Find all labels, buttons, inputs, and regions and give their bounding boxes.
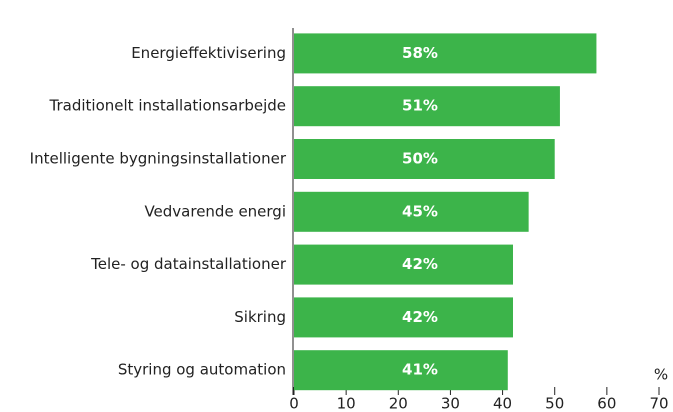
y-tick-label: Intelligente bygningsinstallationer xyxy=(30,150,287,168)
y-tick-label: Tele- og datainstallationer xyxy=(90,255,287,273)
value-label: 41% xyxy=(402,361,438,379)
bar xyxy=(294,86,560,127)
value-label: 42% xyxy=(402,308,438,326)
x-tick-label: 30 xyxy=(441,395,460,412)
bar xyxy=(294,350,508,391)
x-tick-label: 70 xyxy=(649,395,668,412)
value-label: 42% xyxy=(402,255,438,273)
x-tick-label: 60 xyxy=(597,395,616,412)
y-tick-label: Traditionelt installationsarbejde xyxy=(49,97,286,115)
bar xyxy=(294,33,597,74)
x-tick-label: 40 xyxy=(493,395,512,412)
bar xyxy=(294,244,513,285)
value-label: 50% xyxy=(402,150,438,168)
y-tick-label: Styring og automation xyxy=(118,361,286,379)
x-axis-label: % xyxy=(654,366,668,384)
bar xyxy=(294,297,513,338)
x-tick-label: 10 xyxy=(337,395,356,412)
y-tick-label: Energieffektivisering xyxy=(131,44,286,62)
x-tick-label: 20 xyxy=(389,395,408,412)
value-label: 58% xyxy=(402,44,438,62)
y-tick-label: Sikring xyxy=(234,308,286,326)
bar xyxy=(294,139,555,179)
x-tick-label: 0 xyxy=(289,395,299,412)
y-tick-label: Vedvarende energi xyxy=(144,202,286,220)
bar xyxy=(294,191,529,232)
value-label: 45% xyxy=(402,202,438,220)
x-tick-label: 50 xyxy=(545,395,564,412)
value-label: 51% xyxy=(402,97,438,115)
